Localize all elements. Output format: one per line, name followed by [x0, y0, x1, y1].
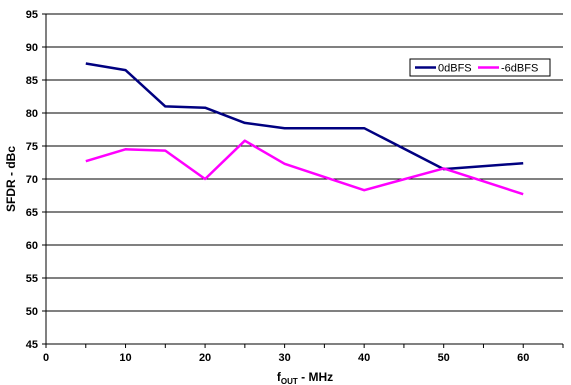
y-tick-label-80: 80	[26, 108, 38, 120]
x-axis-title-rest: - MHz	[298, 370, 333, 384]
y-tick-label-45: 45	[26, 339, 38, 351]
x-axis-title: fOUT - MHz	[277, 370, 333, 385]
series-line-0dbfs	[85, 62, 524, 171]
x-tick-labels: 0 10 20 30 40 50 60	[43, 352, 529, 364]
series-line-6dbfs	[85, 139, 524, 196]
series-lines	[85, 62, 524, 196]
y-tick-label-75: 75	[26, 141, 38, 153]
legend-label-0dbfs: 0dBFS	[438, 63, 472, 75]
legend-label-minus6dbfs: -6dBFS	[501, 63, 538, 75]
y-tick-label-65: 65	[26, 207, 38, 219]
x-tick-label-20: 20	[199, 352, 211, 364]
x-axis-title-main: f	[277, 370, 282, 384]
y-tick-labels: 45 50 55 60 65 70 75 80 85 90 95	[26, 9, 38, 351]
x-tick-label-50: 50	[438, 352, 450, 364]
x-axis-title-subscript: OUT	[281, 377, 298, 385]
y-tick-label-85: 85	[26, 75, 38, 87]
axes	[42, 13, 564, 348]
x-tick-label-30: 30	[278, 352, 290, 364]
x-tick-label-10: 10	[119, 352, 131, 364]
y-axis-title: SFDR - dBc	[4, 146, 18, 212]
y-tick-label-70: 70	[26, 174, 38, 186]
x-tick-label-40: 40	[358, 352, 370, 364]
x-tick-label-60: 60	[517, 352, 529, 364]
legend: 0dBFS -6dBFS	[409, 58, 551, 77]
y-tick-label-95: 95	[26, 9, 38, 21]
y-tick-label-50: 50	[26, 306, 38, 318]
x-tick-label-0: 0	[43, 352, 49, 364]
y-tick-label-60: 60	[26, 240, 38, 252]
y-tick-label-55: 55	[26, 273, 38, 285]
gridlines	[46, 13, 563, 312]
y-tick-label-90: 90	[26, 42, 38, 54]
